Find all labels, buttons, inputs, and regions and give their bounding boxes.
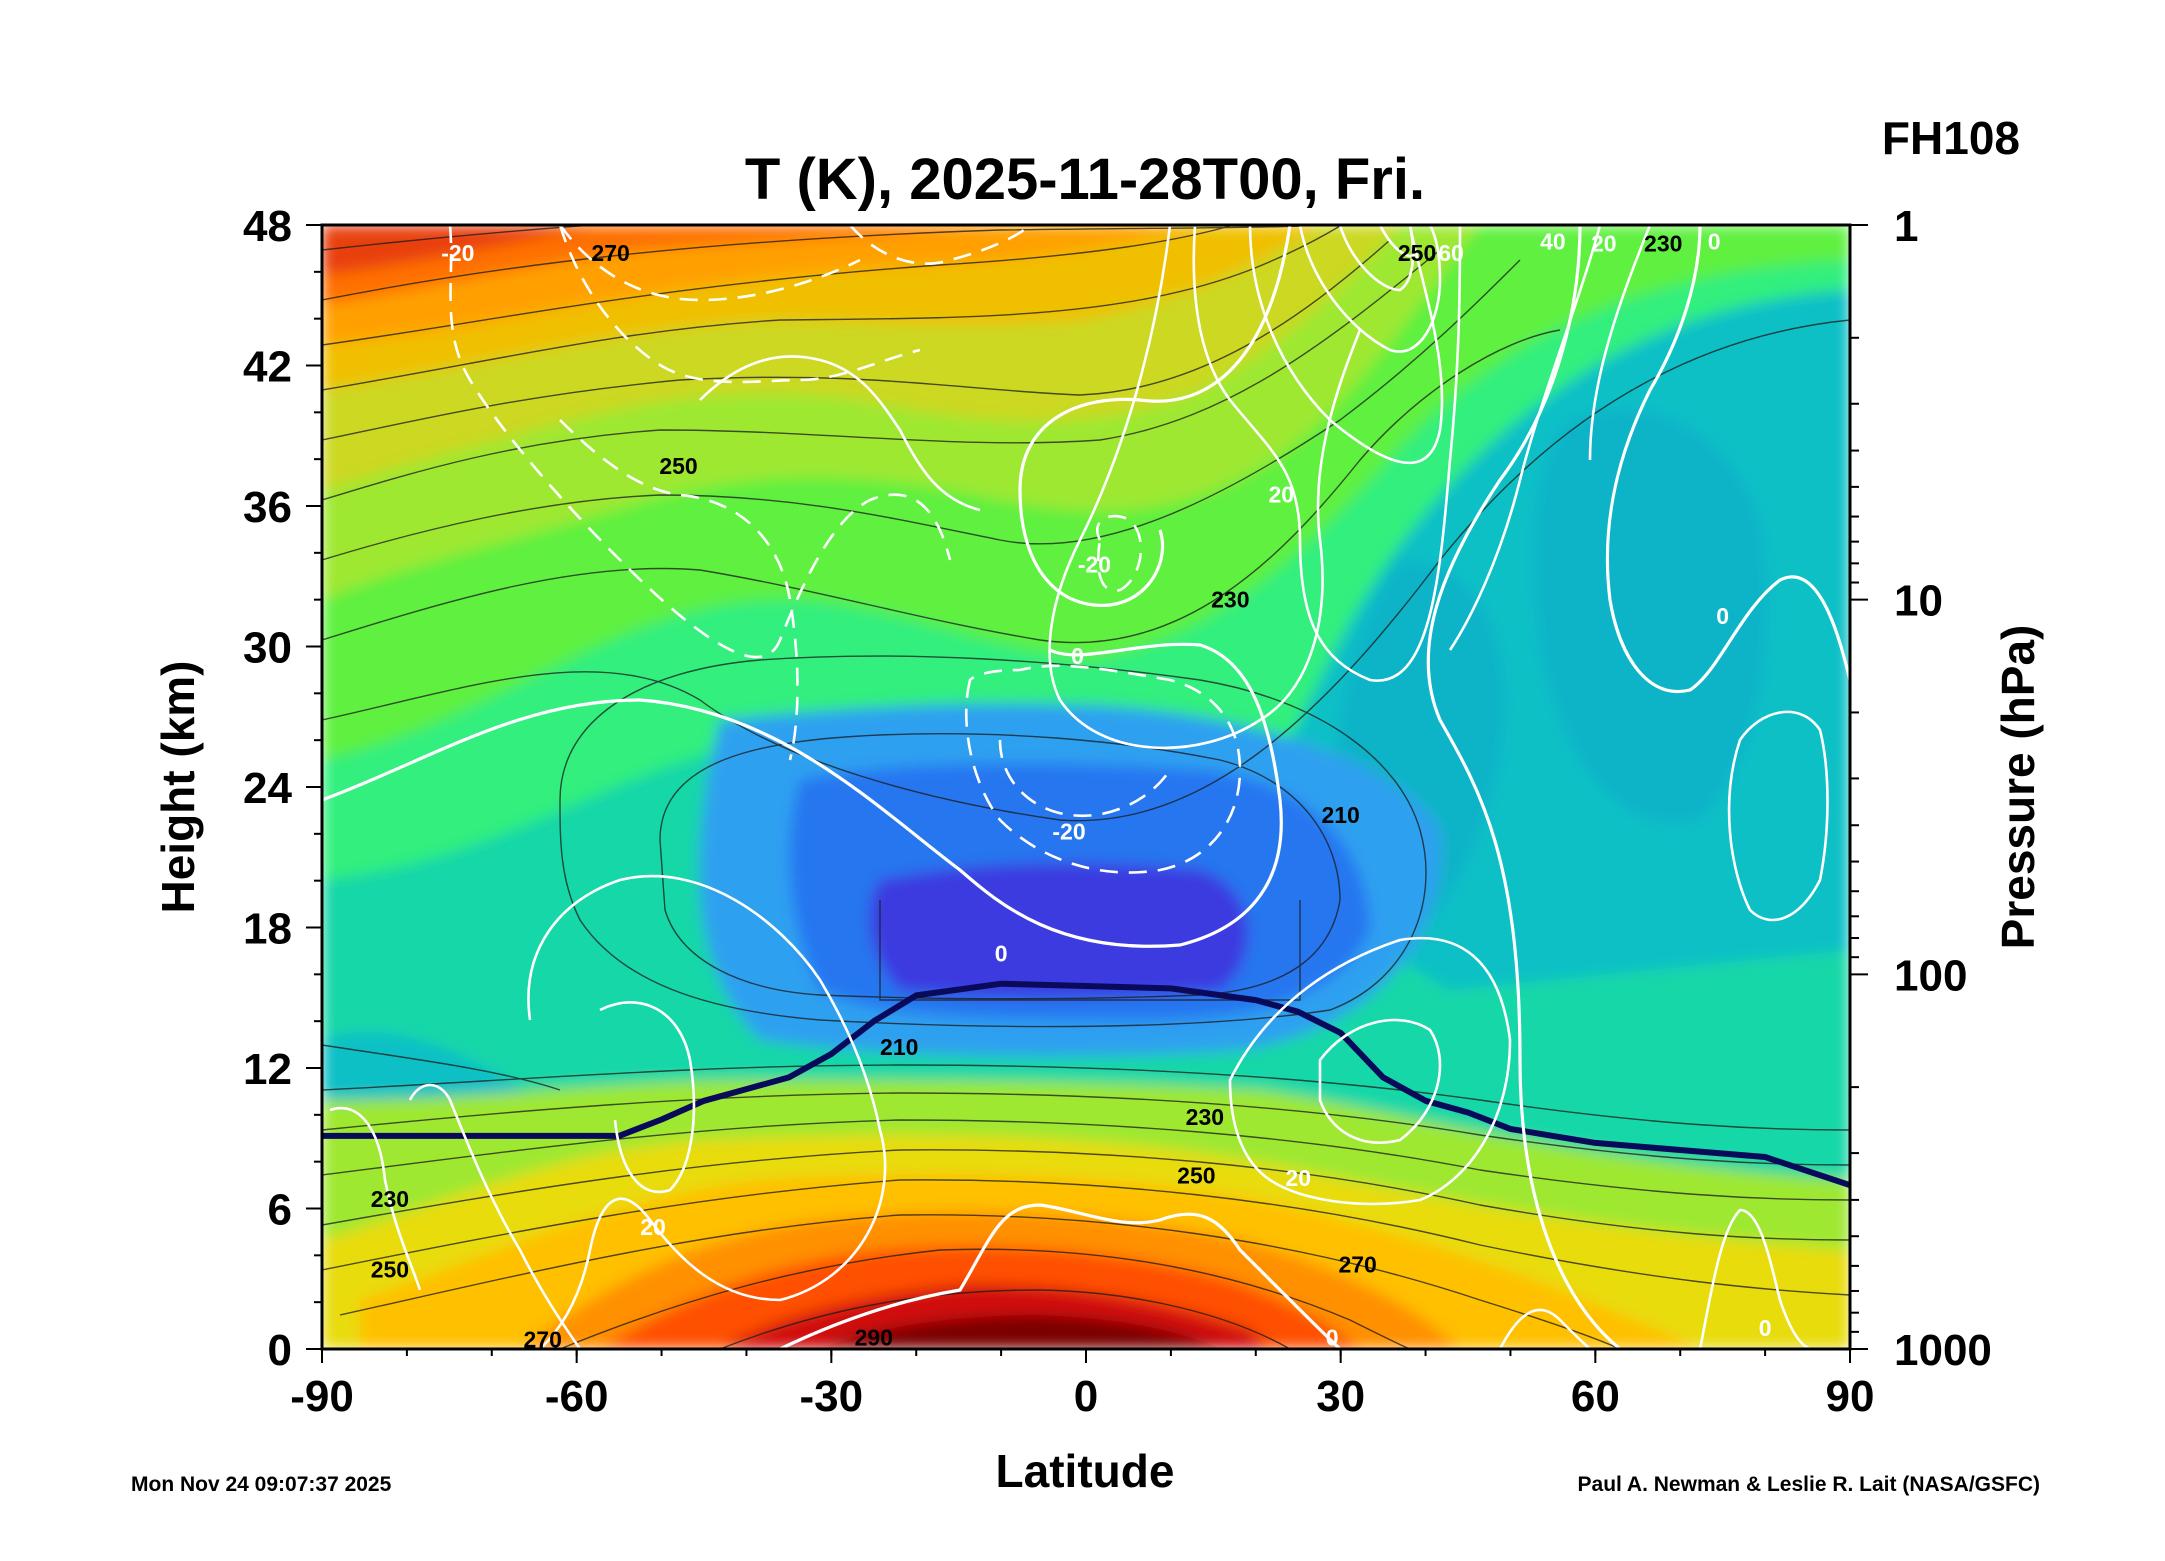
x-tick-label: 30 (1316, 1372, 1365, 1421)
y-tick-label: 0 (268, 1326, 292, 1375)
contour-label: 20 (1285, 1165, 1311, 1191)
contour-label: 250 (1398, 240, 1436, 266)
pressure-tick-label: 100 (1894, 951, 1967, 1000)
x-tick-label: 60 (1571, 1372, 1620, 1421)
contour-label: 0 (1759, 1315, 1772, 1341)
x-axis-label: Latitude (996, 1445, 1175, 1497)
pressure-tick-label: 1000 (1894, 1326, 1992, 1375)
y-tick-labels: 0 6 12 18 24 30 36 42 48 (243, 202, 292, 1375)
wind-contour-labels: -20 -20 0 -20 0 0 20 60 40 20 0 0 20 20 0 0 (282, 228, 1772, 1350)
x-tick-label: 0 (1074, 1372, 1098, 1421)
contour-label: 230 (1644, 231, 1682, 257)
contour-label: 230 (371, 1186, 409, 1212)
contour-label: 230 (1186, 1104, 1224, 1130)
x-tick-labels: -90 -60 -30 0 30 60 90 (290, 1372, 1874, 1421)
contour-label: 40 (1540, 228, 1566, 254)
y-tick-label: 24 (243, 764, 292, 813)
contour-label: 60 (1438, 240, 1464, 266)
contour-label: 210 (880, 1034, 918, 1060)
pressure-tick-label: 1 (1894, 202, 1918, 251)
forecast-hour-label: FH108 (1882, 112, 2020, 164)
contour-label: 290 (855, 1324, 893, 1350)
contour-label: 20 (640, 1214, 666, 1240)
temperature-field (322, 225, 1850, 1349)
x-tick-label: -60 (545, 1372, 609, 1421)
y-tick-label: 6 (268, 1186, 292, 1235)
x-tick-label: 90 (1826, 1372, 1875, 1421)
contour-label: -20 (1078, 552, 1111, 578)
x-tick-label: -90 (290, 1372, 354, 1421)
contour-label: 0 (282, 783, 295, 809)
y-tick-label: 48 (243, 202, 292, 251)
contour-label: -20 (441, 240, 474, 266)
contour-label: 0 (1326, 1324, 1339, 1350)
contour-label: 20 (1591, 231, 1617, 257)
run-timestamp: Mon Nov 24 09:07:37 2025 (131, 1473, 392, 1496)
credit-line: Paul A. Newman & Leslie R. Lait (NASA/GS… (1578, 1473, 2040, 1496)
tropopause-line (322, 980, 1850, 1188)
contour-label: 210 (1321, 802, 1359, 828)
contour-label: 0 (995, 940, 1008, 966)
contour-label: 230 (1211, 587, 1249, 613)
pressure-tick-labels: 1 10 100 1000 (1894, 202, 1992, 1375)
contour-label: 250 (371, 1256, 409, 1282)
y-tick-label: 42 (243, 343, 292, 392)
y-tick-label: 36 (243, 483, 292, 532)
contour-label: 250 (1177, 1163, 1215, 1189)
contour-label: -20 (1052, 818, 1085, 844)
contour-label: 270 (1338, 1252, 1376, 1278)
pressure-tick-label: 10 (1894, 577, 1943, 626)
y-tick-label: 12 (243, 1045, 292, 1094)
y-tick-label: 30 (243, 624, 292, 673)
contour-label: 250 (659, 453, 697, 479)
contour-label: 270 (591, 240, 629, 266)
contour-label: 20 (1268, 481, 1294, 507)
x-tick-label: -30 (800, 1372, 864, 1421)
contour-label: 0 (1071, 643, 1084, 669)
wind-contours (322, 225, 1850, 1349)
pressure-axis-label: Pressure (hPa) (1992, 625, 2044, 950)
contour-label: 0 (1708, 228, 1721, 254)
chart-title: T (K), 2025-11-28T00, Fri. (745, 147, 1425, 212)
y-tick-label: 18 (243, 905, 292, 954)
contour-label: 0 (1716, 603, 1729, 629)
y-axis-label: Height (km) (152, 661, 204, 914)
